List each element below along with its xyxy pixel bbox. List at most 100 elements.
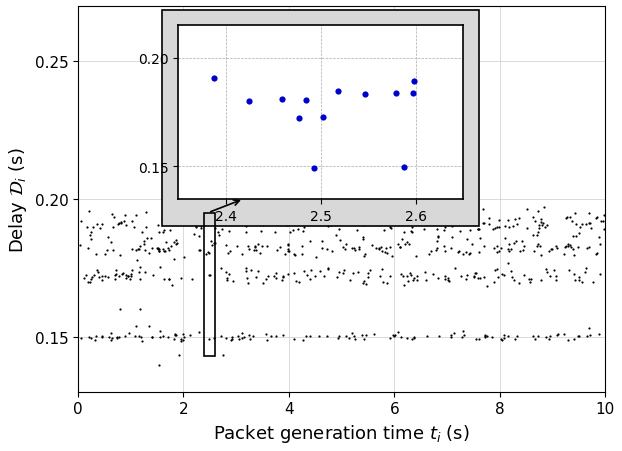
Point <box>237 330 247 337</box>
Point <box>97 277 107 284</box>
Point <box>409 335 419 342</box>
Point <box>130 333 140 340</box>
Point <box>159 248 169 255</box>
Point <box>462 236 472 244</box>
Point <box>195 216 205 223</box>
Point <box>334 269 344 276</box>
Point <box>565 213 575 221</box>
Point <box>570 210 580 217</box>
Point <box>552 332 562 339</box>
Point <box>577 279 587 286</box>
Point <box>487 333 497 341</box>
Point <box>326 222 336 230</box>
Point <box>170 331 180 338</box>
Point <box>114 220 124 227</box>
Point <box>298 228 308 235</box>
Point <box>154 244 164 252</box>
Point <box>533 241 543 249</box>
Point <box>124 329 134 336</box>
Point <box>218 351 228 359</box>
Point <box>222 276 232 284</box>
Point <box>447 333 457 341</box>
Point <box>434 233 443 240</box>
Point <box>465 249 475 257</box>
Point <box>379 227 389 235</box>
Point <box>542 269 552 276</box>
Point <box>440 249 450 256</box>
Point <box>334 226 344 233</box>
Point <box>258 279 268 286</box>
Point <box>561 243 571 250</box>
Point <box>468 211 478 218</box>
Point <box>127 246 137 253</box>
Point <box>425 248 435 255</box>
Point <box>539 203 549 211</box>
Point <box>530 335 540 342</box>
Point <box>519 272 529 279</box>
Point <box>154 246 164 253</box>
Point <box>371 244 381 252</box>
Point <box>560 244 570 251</box>
Point <box>100 273 110 280</box>
Point <box>532 243 542 250</box>
Point <box>140 246 150 253</box>
Point <box>398 273 408 280</box>
Point <box>137 337 147 345</box>
Point <box>407 224 417 231</box>
Point <box>559 251 569 258</box>
Point <box>123 273 132 280</box>
Point <box>256 215 266 222</box>
Point <box>194 247 204 254</box>
Point <box>323 266 333 273</box>
Point <box>407 229 417 236</box>
Point <box>109 272 119 279</box>
Point <box>221 242 231 249</box>
Point <box>306 267 316 274</box>
Point <box>447 234 457 241</box>
Point <box>430 247 440 254</box>
Point <box>89 272 99 279</box>
Point <box>549 267 559 274</box>
Point <box>512 333 522 340</box>
Point <box>83 245 93 252</box>
Point <box>434 275 443 282</box>
Point <box>269 229 279 236</box>
Point <box>393 168 403 175</box>
Point <box>253 216 262 223</box>
Point <box>573 332 583 340</box>
Point <box>164 275 174 282</box>
Point <box>489 244 499 252</box>
Point <box>499 331 509 339</box>
Point <box>562 214 572 221</box>
Point <box>188 217 198 224</box>
Point <box>179 336 188 344</box>
Point <box>97 333 107 340</box>
Point <box>574 276 584 284</box>
Point <box>111 267 121 274</box>
Point <box>134 333 144 340</box>
Point <box>580 269 590 276</box>
Point <box>295 219 305 226</box>
Point <box>395 244 405 251</box>
Point <box>331 232 341 239</box>
Point <box>594 234 604 241</box>
Point <box>590 216 600 223</box>
Point <box>497 271 507 278</box>
Point <box>360 253 369 260</box>
Point <box>522 225 532 232</box>
Point <box>260 206 270 213</box>
Point <box>322 332 332 340</box>
Point <box>473 275 483 282</box>
Point <box>84 208 94 215</box>
Point <box>350 336 360 343</box>
Point <box>376 244 386 251</box>
Point <box>165 227 175 234</box>
Point <box>271 270 281 277</box>
Point <box>384 273 394 280</box>
Point <box>406 272 416 279</box>
Point <box>95 226 105 233</box>
Point <box>169 336 179 343</box>
Point <box>203 249 213 256</box>
Point <box>228 278 238 285</box>
Point <box>159 227 169 234</box>
